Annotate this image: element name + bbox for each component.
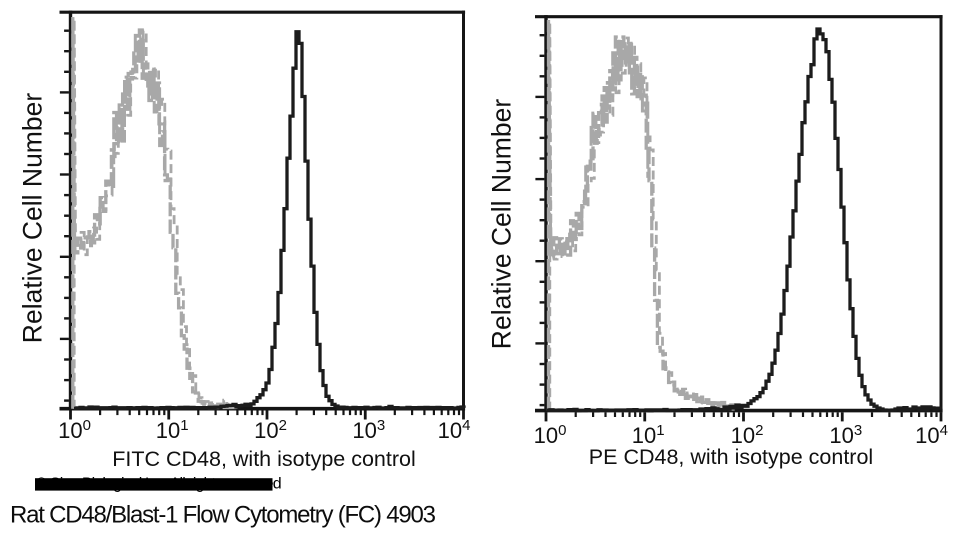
- svg-text:FITC CD48, with isotype contro: FITC CD48, with isotype control: [112, 447, 416, 471]
- svg-text:103: 103: [352, 417, 385, 443]
- svg-text:102: 102: [254, 417, 287, 443]
- svg-text:Rat CD48/Blast-1 Flow Cytometr: Rat CD48/Blast-1 Flow Cytometry (FC) 490…: [10, 502, 436, 529]
- svg-text:101: 101: [156, 417, 189, 443]
- svg-text:104: 104: [915, 422, 948, 448]
- svg-text:Relative Cell Number: Relative Cell Number: [487, 99, 517, 350]
- svg-text:Relative Cell Number: Relative Cell Number: [18, 93, 48, 344]
- svg-text:100: 100: [58, 417, 91, 443]
- svg-text:104: 104: [438, 417, 471, 443]
- svg-text:100: 100: [534, 422, 567, 448]
- svg-text:PE CD48, with isotype control: PE CD48, with isotype control: [589, 445, 873, 469]
- svg-text:102: 102: [731, 422, 764, 448]
